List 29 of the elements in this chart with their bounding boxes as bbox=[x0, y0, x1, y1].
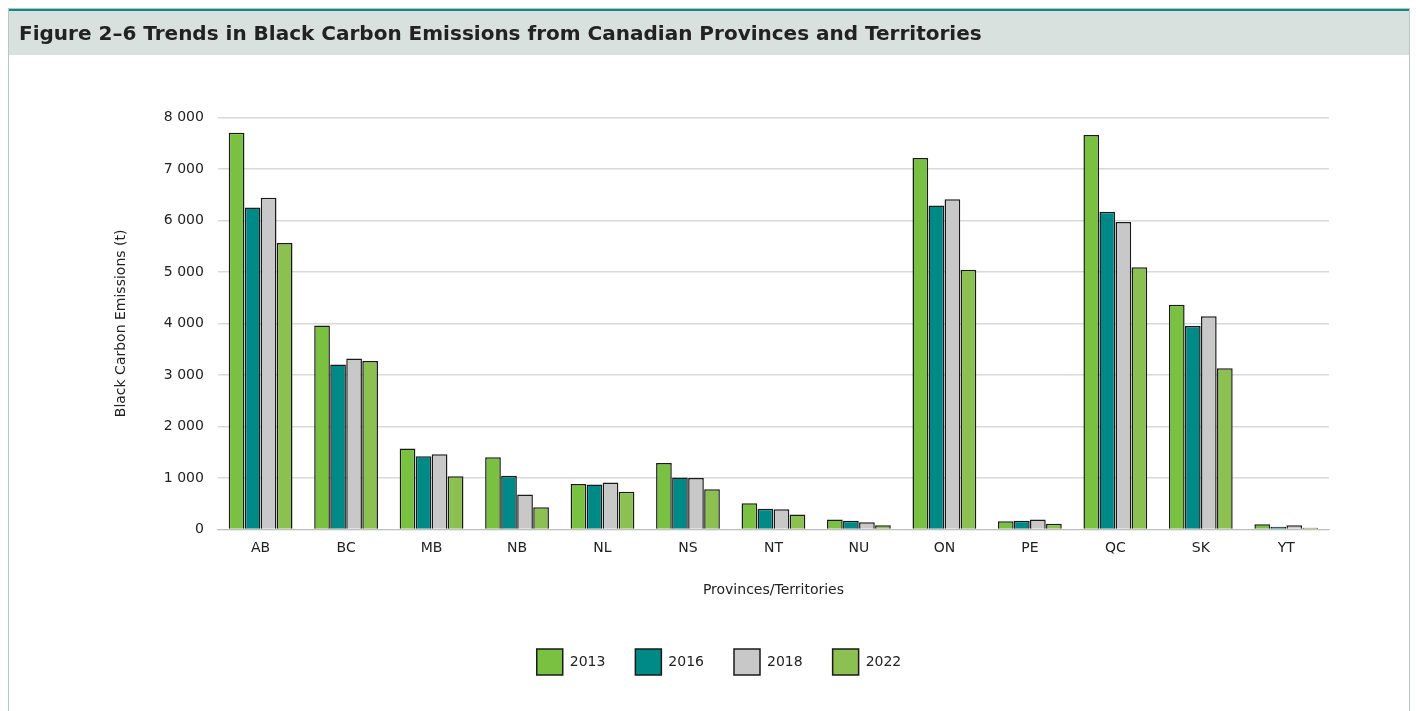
x-tick-label: YT bbox=[1276, 539, 1296, 556]
x-tick-label: MB bbox=[420, 539, 443, 556]
x-tick-label: BC bbox=[336, 539, 356, 556]
legend-label: 2018 bbox=[767, 652, 803, 669]
y-tick-label: 8 000 bbox=[163, 108, 204, 125]
y-tick-label: 5 000 bbox=[163, 262, 204, 279]
x-tick-label: SK bbox=[1191, 539, 1211, 556]
x-tick-label: NS bbox=[678, 539, 698, 556]
x-tick-label: NT bbox=[763, 539, 784, 556]
chart-title: Figure 2–6 Trends in Black Carbon Emissions from Canadian Provinces and Territories bbox=[9, 9, 1409, 55]
x-tick-label: ON bbox=[933, 539, 956, 556]
x-tick-label: AB bbox=[251, 539, 271, 556]
y-tick-label: 0 bbox=[194, 520, 204, 537]
x-tick-label: NL bbox=[593, 539, 612, 556]
x-axis-title: Provinces/Territories bbox=[702, 581, 845, 598]
y-axis-title: Black Carbon Emissions (t) bbox=[112, 229, 129, 418]
y-tick-label: 7 000 bbox=[163, 159, 204, 176]
y-tick-label: 2 000 bbox=[163, 417, 204, 434]
y-tick-label: 4 000 bbox=[163, 314, 204, 331]
x-tick-label: NU bbox=[848, 539, 870, 556]
legend-label: 2022 bbox=[865, 652, 902, 669]
x-tick-label: QC bbox=[1104, 539, 1126, 556]
y-tick-label: 6 000 bbox=[163, 211, 204, 228]
x-tick-label: PE bbox=[1021, 539, 1039, 556]
y-tick-label: 3 000 bbox=[163, 365, 204, 382]
legend-label: 2016 bbox=[668, 652, 705, 669]
y-tick-label: 1 000 bbox=[163, 468, 204, 485]
legend-label: 2013 bbox=[569, 652, 606, 669]
x-tick-label: NB bbox=[506, 539, 528, 556]
